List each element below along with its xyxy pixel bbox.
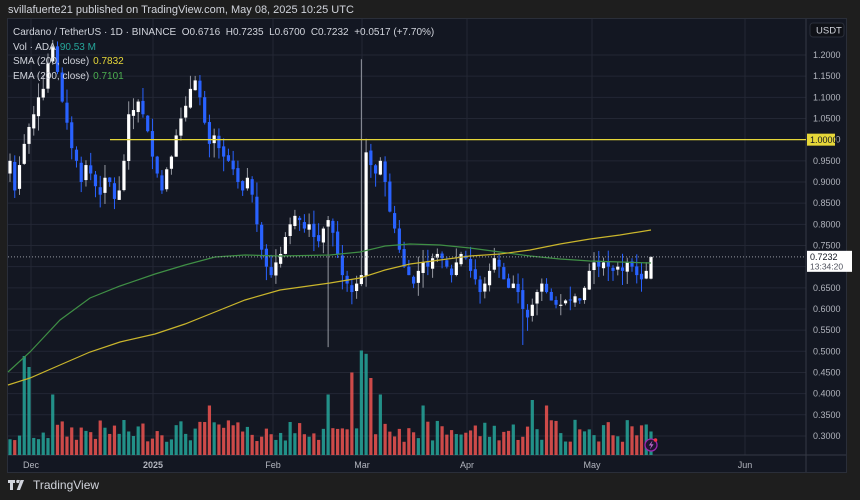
price-tick-label: 0.3500 <box>813 410 841 420</box>
currency-label: USDT <box>816 26 842 37</box>
ema-legend[interactable]: EMA (200, close) 0.7101 <box>13 70 434 85</box>
volume-legend[interactable]: Vol · ADA 90.53 M <box>13 41 434 56</box>
price-tick-label: 0.5000 <box>813 346 841 356</box>
price-change: +0.0517 (+7.70%) <box>354 27 435 38</box>
price-tick-label: 0.5500 <box>813 325 841 335</box>
price-tick-label: 0.4000 <box>813 389 841 399</box>
volume-bars <box>8 350 653 455</box>
time-tick-label: Mar <box>354 460 370 470</box>
price-tick-label: 0.3000 <box>813 431 841 441</box>
time-tick-label: Dec <box>23 460 40 470</box>
lightning-event-icon[interactable] <box>644 438 658 452</box>
price-tick-label: 0.9500 <box>813 156 841 166</box>
volume-label: Vol · ADA <box>13 41 56 53</box>
hline-price-badge: 1.0000 <box>807 133 838 146</box>
sma-legend[interactable]: SMA (200, close) 0.7832 <box>13 55 434 70</box>
ohlc-low: L0.6700 <box>269 27 306 38</box>
grid <box>8 19 806 455</box>
ema-label: EMA (200, close) <box>13 70 90 82</box>
tradingview-footer[interactable]: TradingView <box>8 478 99 492</box>
tradingview-brand: TradingView <box>33 478 100 492</box>
candles <box>8 39 653 348</box>
price-tick-label: 0.8500 <box>813 198 841 208</box>
symbol-ohlc-row: Cardano / TetherUS · 1D · BINANCE O0.671… <box>13 26 434 41</box>
ohlc-close: C0.7232 <box>310 27 349 38</box>
price-tick-label: 1.1000 <box>813 92 841 102</box>
ema-value: 0.7101 <box>93 70 124 82</box>
volume-value: 90.53 M <box>59 41 96 53</box>
ohlc-high: H0.7235 <box>225 27 264 38</box>
price-tick-label: 0.9000 <box>813 177 841 187</box>
price-tick-label: 1.0500 <box>813 113 841 123</box>
price-tick-label: 0.6500 <box>813 283 841 293</box>
svg-text:0.7232: 0.7232 <box>810 252 838 262</box>
currency-badge[interactable]: USDT <box>809 22 845 38</box>
sma-label: SMA (200, close) <box>13 56 90 67</box>
tradingview-logo-icon <box>8 479 24 490</box>
time-tick-label: 2025 <box>143 460 163 470</box>
price-tick-label: 1.1500 <box>813 71 841 81</box>
time-tick-label: Jun <box>738 460 753 470</box>
svg-text:1.0000: 1.0000 <box>810 135 838 145</box>
time-axis[interactable]: Dec 2025 Feb Mar Apr May Jun <box>23 460 752 470</box>
chart-legend: Cardano / TetherUS · 1D · BINANCE O0.671… <box>13 26 434 84</box>
time-tick-label: Feb <box>265 460 281 470</box>
sma-value: 0.7832 <box>93 56 124 67</box>
price-tick-label: 0.6000 <box>813 304 841 314</box>
ohlc-open: O0.6716 <box>181 27 221 38</box>
svg-text:13:34:20: 13:34:20 <box>810 261 843 271</box>
sma-200-line <box>7 229 652 386</box>
time-tick-label: Apr <box>460 460 474 470</box>
publish-attribution: svillafuerte21 published on TradingView.… <box>8 4 354 16</box>
price-tick-label: 0.7500 <box>813 240 841 250</box>
price-tick-label: 0.4500 <box>813 367 841 377</box>
price-tick-label: 0.8000 <box>813 219 841 229</box>
price-tick-label: 1.2000 <box>813 50 841 60</box>
symbol-name[interactable]: Cardano / TetherUS · 1D · BINANCE <box>13 27 177 38</box>
time-tick-label: May <box>583 460 601 470</box>
ema-200-line <box>7 243 652 373</box>
price-axis[interactable]: 1.2000 1.1500 1.1000 1.0500 1.0000 0.9500 0.90… <box>813 50 841 441</box>
